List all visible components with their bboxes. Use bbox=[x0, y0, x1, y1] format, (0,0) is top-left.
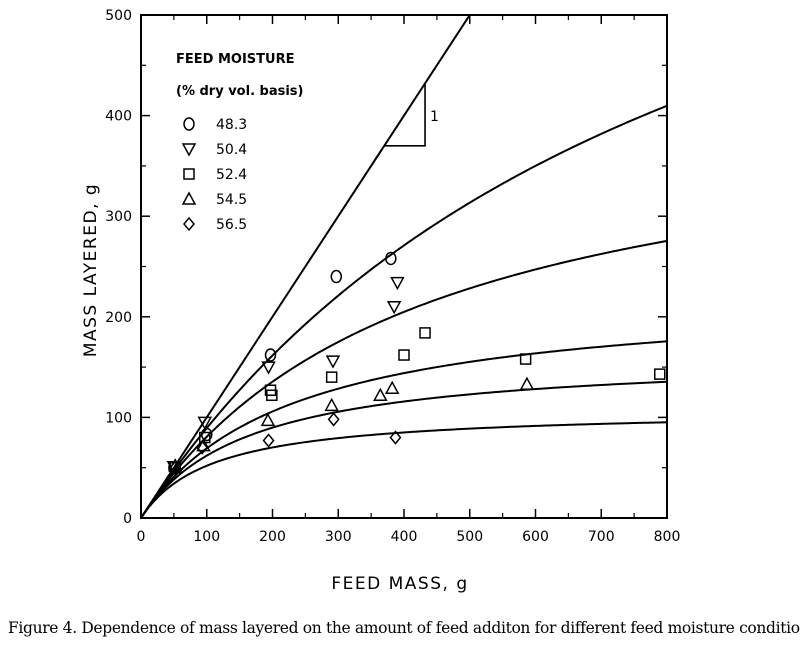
x-tick-label: 600 bbox=[522, 529, 549, 545]
x-axis-label: FEED MASS, g bbox=[331, 574, 468, 594]
legend-label: 52.4 bbox=[216, 167, 247, 183]
data-point-triangle-up bbox=[519, 376, 535, 390]
legend-label: 48.3 bbox=[216, 117, 247, 133]
y-tick-label: 300 bbox=[105, 209, 132, 225]
data-point-triangle-up bbox=[373, 387, 388, 402]
data-point-square bbox=[419, 327, 431, 339]
x-tick-label: 500 bbox=[456, 529, 483, 545]
data-point-diamond bbox=[389, 430, 402, 445]
data-point-diamond bbox=[196, 440, 209, 455]
legend: FEED MOISTURE (% dry vol. basis) 48.3 50.… bbox=[176, 52, 304, 233]
y-tick-label: 500 bbox=[105, 8, 132, 24]
data-point-square bbox=[325, 371, 338, 383]
data-point-diamond bbox=[327, 412, 340, 427]
legend-marker-triangle-up bbox=[181, 191, 197, 205]
x-tick-label: 200 bbox=[259, 529, 286, 545]
x-tick-label: 100 bbox=[193, 529, 220, 545]
data-point-triangle-up bbox=[384, 380, 400, 394]
fit-curve-50.4 bbox=[141, 239, 667, 518]
y-tick-label: 200 bbox=[105, 310, 132, 326]
fit-curve-54.5 bbox=[141, 380, 667, 518]
x-tick-label: 400 bbox=[391, 529, 418, 545]
y-tick-label: 0 bbox=[123, 511, 132, 527]
data-point-triangle-up bbox=[260, 412, 276, 427]
y-tick-labels: 0 100 200 300 400 500 bbox=[105, 8, 132, 527]
data-point-triangle-down bbox=[325, 355, 341, 369]
fit-curve-56.5 bbox=[141, 421, 667, 518]
y-tick-label: 100 bbox=[105, 410, 132, 426]
data-point-circle bbox=[201, 427, 213, 442]
legend-label: 56.5 bbox=[216, 217, 247, 233]
x-tick-labels: 0 100 200 300 400 500 600 700 800 bbox=[137, 529, 681, 545]
data-point-diamond bbox=[262, 433, 275, 448]
legend-marker-circle bbox=[183, 117, 195, 131]
data-point-square bbox=[266, 389, 278, 402]
data-point-square bbox=[654, 368, 666, 380]
data-point-triangle-down bbox=[261, 361, 276, 375]
data-point-square bbox=[519, 353, 532, 365]
data-point-square bbox=[398, 349, 410, 361]
data-point-diamond bbox=[169, 460, 182, 475]
data-point-triangle-down bbox=[197, 416, 213, 430]
x-tick-label: 300 bbox=[325, 529, 352, 545]
x-tick-label: 0 bbox=[137, 529, 146, 545]
legend-label: 50.4 bbox=[216, 142, 247, 158]
legend-marker-square bbox=[183, 168, 195, 180]
x-tick-label: 700 bbox=[588, 529, 615, 545]
y-tick-label: 400 bbox=[105, 109, 132, 125]
data-point-triangle-up bbox=[196, 438, 211, 452]
data-point-circle bbox=[264, 348, 277, 362]
legend-title-line1: FEED MOISTURE bbox=[176, 52, 294, 67]
reference-line bbox=[141, 15, 471, 518]
y-axis-label: MASS LAYERED, g bbox=[81, 183, 101, 357]
legend-marker-diamond bbox=[183, 216, 195, 232]
data-point-triangle-down bbox=[386, 300, 402, 315]
data-point-circle bbox=[330, 269, 343, 284]
slope-triangle-lines bbox=[384, 83, 426, 147]
data-point-triangle-up bbox=[324, 397, 339, 412]
fit-curve-52.4 bbox=[141, 340, 667, 518]
fit-curve-48.3 bbox=[141, 104, 667, 518]
fit-curves bbox=[141, 15, 667, 518]
figure-caption: Figure 4. Dependence of mass layered on … bbox=[8, 619, 800, 637]
legend-label: 54.5 bbox=[216, 192, 247, 208]
legend-title-line2: (% dry vol. basis) bbox=[176, 84, 304, 99]
data-point-triangle-down bbox=[390, 276, 405, 291]
x-tick-label: 800 bbox=[654, 529, 681, 545]
data-point-circle bbox=[385, 251, 397, 266]
chart-figure: 0 100 200 300 400 500 600 700 800 0 100 200 300 400 5… bbox=[81, 8, 681, 594]
axis-ticks bbox=[140, 14, 668, 519]
slope-label: 1 bbox=[430, 109, 439, 125]
slope-triangle bbox=[384, 83, 426, 147]
data-points bbox=[166, 251, 666, 475]
legend-marker-triangle-down bbox=[181, 143, 197, 157]
legend-entries: 48.3 50.4 52.4 54.5 56.5 bbox=[181, 117, 247, 233]
